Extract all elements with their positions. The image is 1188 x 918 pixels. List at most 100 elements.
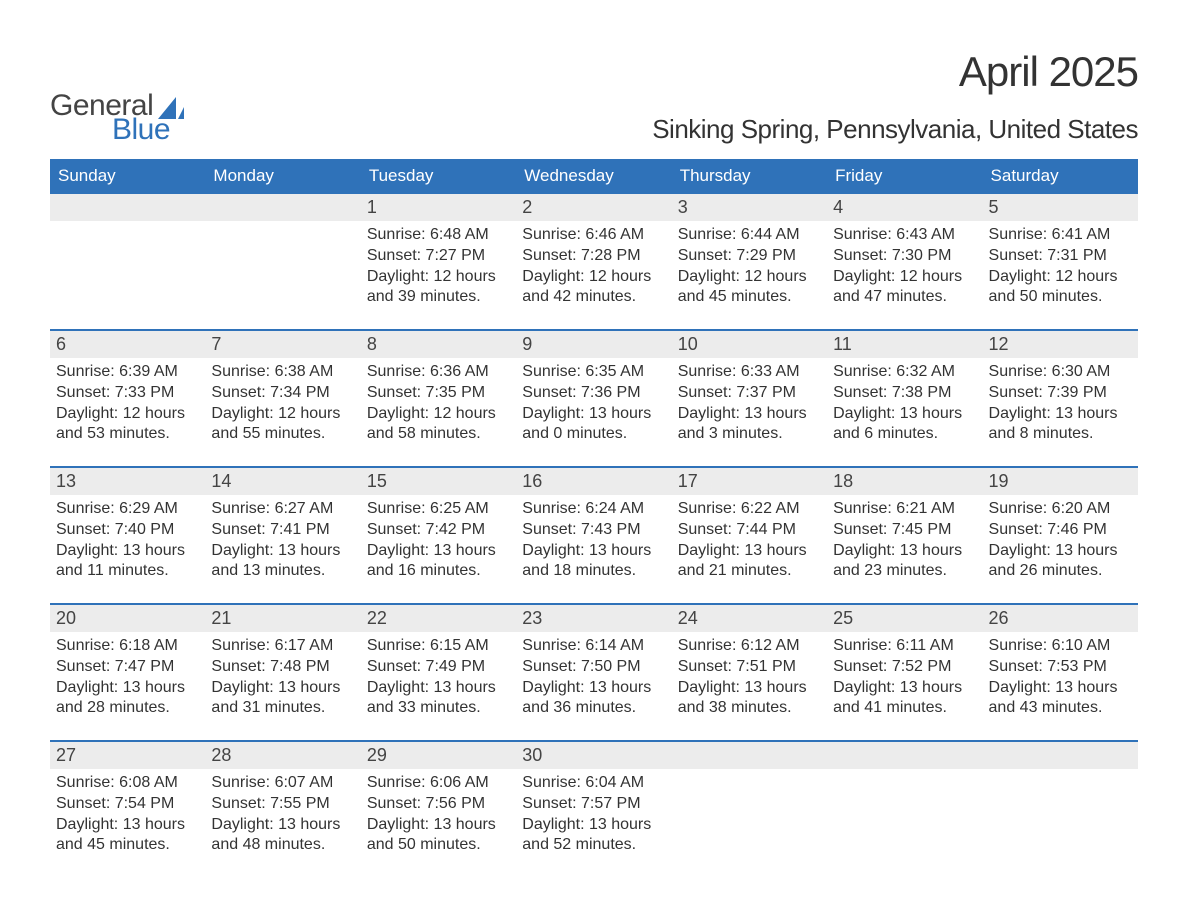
day-number: 30	[516, 742, 671, 769]
daylight-line: Daylight: 12 hours and 58 minutes.	[367, 404, 510, 446]
day-number: 26	[983, 605, 1138, 632]
daylight-line: Daylight: 13 hours and 6 minutes.	[833, 404, 976, 446]
sunrise-line: Sunrise: 6:25 AM	[367, 499, 510, 520]
day-body: Sunrise: 6:43 AMSunset: 7:30 PMDaylight:…	[827, 221, 982, 308]
day-cell: 11Sunrise: 6:32 AMSunset: 7:38 PMDayligh…	[827, 331, 982, 466]
empty-day-band	[672, 742, 827, 769]
day-number: 3	[672, 194, 827, 221]
daylight-line: Daylight: 12 hours and 47 minutes.	[833, 267, 976, 309]
sunrise-line: Sunrise: 6:07 AM	[211, 773, 354, 794]
day-body: Sunrise: 6:04 AMSunset: 7:57 PMDaylight:…	[516, 769, 671, 856]
day-cell: 13Sunrise: 6:29 AMSunset: 7:40 PMDayligh…	[50, 468, 205, 603]
day-body: Sunrise: 6:30 AMSunset: 7:39 PMDaylight:…	[983, 358, 1138, 445]
brand-logo: General Blue	[50, 91, 184, 145]
daylight-line: Daylight: 13 hours and 8 minutes.	[989, 404, 1132, 446]
sunrise-line: Sunrise: 6:38 AM	[211, 362, 354, 383]
daylight-line: Daylight: 12 hours and 53 minutes.	[56, 404, 199, 446]
day-cell: 20Sunrise: 6:18 AMSunset: 7:47 PMDayligh…	[50, 605, 205, 740]
dow-cell: Tuesday	[361, 159, 516, 194]
day-number: 1	[361, 194, 516, 221]
sunrise-line: Sunrise: 6:11 AM	[833, 636, 976, 657]
daylight-line: Daylight: 13 hours and 48 minutes.	[211, 815, 354, 857]
title-block: April 2025 Sinking Spring, Pennsylvania,…	[652, 48, 1138, 145]
day-body: Sunrise: 6:44 AMSunset: 7:29 PMDaylight:…	[672, 221, 827, 308]
day-cell	[983, 742, 1138, 877]
dow-cell: Saturday	[983, 159, 1138, 194]
day-body: Sunrise: 6:22 AMSunset: 7:44 PMDaylight:…	[672, 495, 827, 582]
sunrise-line: Sunrise: 6:48 AM	[367, 225, 510, 246]
day-cell: 25Sunrise: 6:11 AMSunset: 7:52 PMDayligh…	[827, 605, 982, 740]
sunrise-line: Sunrise: 6:41 AM	[989, 225, 1132, 246]
sunrise-line: Sunrise: 6:44 AM	[678, 225, 821, 246]
day-cell	[205, 194, 360, 329]
sunset-line: Sunset: 7:39 PM	[989, 383, 1132, 404]
sunrise-line: Sunrise: 6:32 AM	[833, 362, 976, 383]
sunrise-line: Sunrise: 6:22 AM	[678, 499, 821, 520]
day-number: 17	[672, 468, 827, 495]
day-number: 9	[516, 331, 671, 358]
day-cell: 19Sunrise: 6:20 AMSunset: 7:46 PMDayligh…	[983, 468, 1138, 603]
days-of-week-header: SundayMondayTuesdayWednesdayThursdayFrid…	[50, 159, 1138, 194]
day-cell: 16Sunrise: 6:24 AMSunset: 7:43 PMDayligh…	[516, 468, 671, 603]
sunset-line: Sunset: 7:31 PM	[989, 246, 1132, 267]
day-number: 16	[516, 468, 671, 495]
sunset-line: Sunset: 7:35 PM	[367, 383, 510, 404]
day-body: Sunrise: 6:18 AMSunset: 7:47 PMDaylight:…	[50, 632, 205, 719]
day-number: 13	[50, 468, 205, 495]
sunrise-line: Sunrise: 6:12 AM	[678, 636, 821, 657]
day-number: 10	[672, 331, 827, 358]
sunrise-line: Sunrise: 6:18 AM	[56, 636, 199, 657]
sunrise-line: Sunrise: 6:14 AM	[522, 636, 665, 657]
day-body: Sunrise: 6:07 AMSunset: 7:55 PMDaylight:…	[205, 769, 360, 856]
sunset-line: Sunset: 7:38 PM	[833, 383, 976, 404]
dow-cell: Monday	[205, 159, 360, 194]
day-body: Sunrise: 6:41 AMSunset: 7:31 PMDaylight:…	[983, 221, 1138, 308]
sunrise-line: Sunrise: 6:08 AM	[56, 773, 199, 794]
day-number: 14	[205, 468, 360, 495]
sunrise-line: Sunrise: 6:36 AM	[367, 362, 510, 383]
sunrise-line: Sunrise: 6:46 AM	[522, 225, 665, 246]
sunrise-line: Sunrise: 6:21 AM	[833, 499, 976, 520]
sunset-line: Sunset: 7:40 PM	[56, 520, 199, 541]
day-cell	[50, 194, 205, 329]
sunset-line: Sunset: 7:36 PM	[522, 383, 665, 404]
page: General Blue April 2025 Sinking Spring, …	[0, 0, 1188, 897]
day-number: 19	[983, 468, 1138, 495]
day-number: 22	[361, 605, 516, 632]
sunrise-line: Sunrise: 6:43 AM	[833, 225, 976, 246]
day-number: 28	[205, 742, 360, 769]
daylight-line: Daylight: 12 hours and 50 minutes.	[989, 267, 1132, 309]
day-number: 18	[827, 468, 982, 495]
day-body: Sunrise: 6:20 AMSunset: 7:46 PMDaylight:…	[983, 495, 1138, 582]
sunrise-line: Sunrise: 6:15 AM	[367, 636, 510, 657]
day-body: Sunrise: 6:48 AMSunset: 7:27 PMDaylight:…	[361, 221, 516, 308]
day-cell: 17Sunrise: 6:22 AMSunset: 7:44 PMDayligh…	[672, 468, 827, 603]
day-cell: 29Sunrise: 6:06 AMSunset: 7:56 PMDayligh…	[361, 742, 516, 877]
day-cell	[827, 742, 982, 877]
sunset-line: Sunset: 7:33 PM	[56, 383, 199, 404]
sunset-line: Sunset: 7:41 PM	[211, 520, 354, 541]
day-cell	[672, 742, 827, 877]
daylight-line: Daylight: 13 hours and 36 minutes.	[522, 678, 665, 720]
day-cell: 5Sunrise: 6:41 AMSunset: 7:31 PMDaylight…	[983, 194, 1138, 329]
day-cell: 12Sunrise: 6:30 AMSunset: 7:39 PMDayligh…	[983, 331, 1138, 466]
day-body: Sunrise: 6:25 AMSunset: 7:42 PMDaylight:…	[361, 495, 516, 582]
day-cell: 1Sunrise: 6:48 AMSunset: 7:27 PMDaylight…	[361, 194, 516, 329]
sunset-line: Sunset: 7:28 PM	[522, 246, 665, 267]
day-body: Sunrise: 6:29 AMSunset: 7:40 PMDaylight:…	[50, 495, 205, 582]
sunset-line: Sunset: 7:46 PM	[989, 520, 1132, 541]
day-number: 24	[672, 605, 827, 632]
day-number: 5	[983, 194, 1138, 221]
dow-cell: Friday	[827, 159, 982, 194]
day-body: Sunrise: 6:10 AMSunset: 7:53 PMDaylight:…	[983, 632, 1138, 719]
sunrise-line: Sunrise: 6:20 AM	[989, 499, 1132, 520]
day-body: Sunrise: 6:17 AMSunset: 7:48 PMDaylight:…	[205, 632, 360, 719]
day-cell: 28Sunrise: 6:07 AMSunset: 7:55 PMDayligh…	[205, 742, 360, 877]
daylight-line: Daylight: 13 hours and 38 minutes.	[678, 678, 821, 720]
day-body: Sunrise: 6:27 AMSunset: 7:41 PMDaylight:…	[205, 495, 360, 582]
sunrise-line: Sunrise: 6:33 AM	[678, 362, 821, 383]
sunset-line: Sunset: 7:42 PM	[367, 520, 510, 541]
day-body: Sunrise: 6:32 AMSunset: 7:38 PMDaylight:…	[827, 358, 982, 445]
day-cell: 21Sunrise: 6:17 AMSunset: 7:48 PMDayligh…	[205, 605, 360, 740]
sunrise-line: Sunrise: 6:30 AM	[989, 362, 1132, 383]
